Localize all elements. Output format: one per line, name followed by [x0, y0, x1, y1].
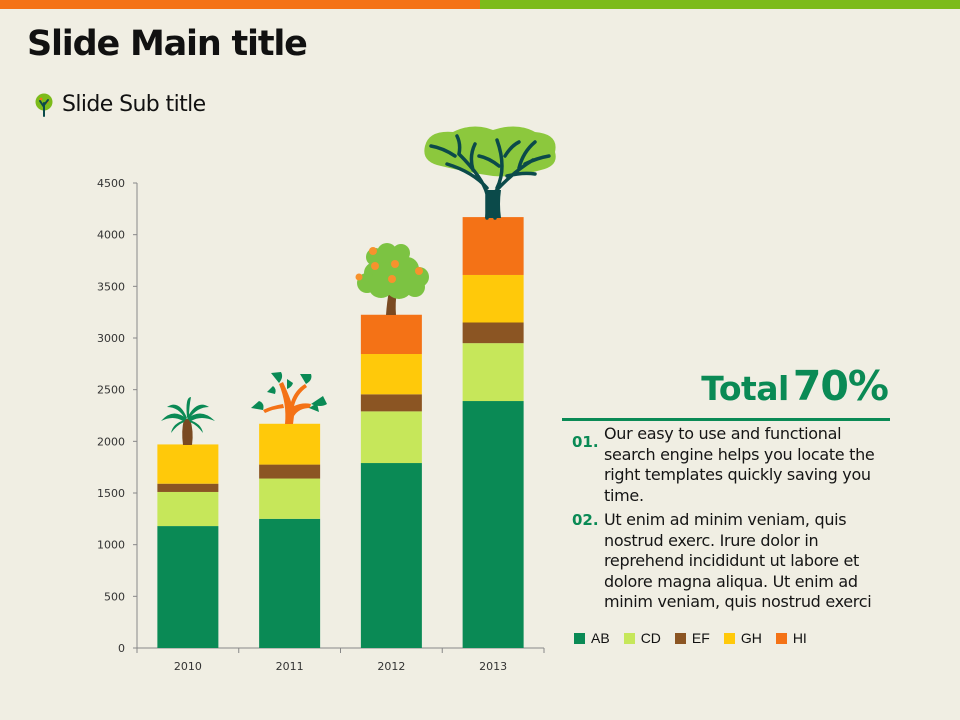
x-tick-label: 2013 — [479, 660, 507, 673]
bar-segment-ab-2011 — [259, 518, 321, 648]
slide-subtitle: Slide Sub title — [62, 92, 206, 117]
y-tick-label: 500 — [104, 590, 125, 603]
bar-segment-gh-2012 — [360, 354, 422, 395]
slide-subtitle-row: Slide Sub title — [34, 92, 206, 117]
y-tick-label: 4000 — [97, 229, 125, 242]
total-summary: Total 70% — [701, 362, 889, 410]
palm-tree-icon — [161, 397, 215, 445]
bar-segment-ef-2010 — [157, 483, 219, 492]
bar-segment-cd-2010 — [157, 491, 219, 527]
y-tick-label: 1000 — [97, 539, 125, 552]
y-tick-label: 1500 — [97, 487, 125, 500]
tree-icon — [35, 93, 53, 117]
legend-swatch — [574, 632, 585, 644]
bar-segment-hi-2012 — [360, 314, 422, 355]
y-tick-label: 0 — [118, 642, 125, 655]
bar-segment-ef-2013 — [462, 322, 524, 344]
x-tick-label: 2011 — [276, 660, 304, 673]
summary-divider — [562, 418, 890, 421]
legend-swatch — [775, 632, 787, 644]
bar-segment-ab-2012 — [360, 463, 422, 648]
point-number: 02. — [572, 511, 599, 529]
legend-label: EF — [691, 630, 710, 646]
total-label: Total — [701, 369, 789, 408]
legend-label: HI — [792, 630, 807, 646]
fruit-tree-icon — [355, 243, 429, 315]
legend-label: CD — [640, 630, 661, 646]
y-tick-label: 2500 — [97, 384, 125, 397]
point-text: Our easy to use and functional search en… — [604, 424, 875, 505]
legend-label: GH — [740, 630, 762, 646]
y-tick-label: 4500 — [97, 177, 125, 190]
legend-swatch — [674, 632, 686, 644]
y-tick-label: 3500 — [97, 280, 125, 293]
chart-legend: AB CD EF GH HI — [574, 630, 821, 646]
bar-segment-cd-2012 — [360, 411, 422, 464]
legend-item-hi: HI — [775, 630, 807, 646]
legend-item-ef: EF — [674, 630, 710, 646]
top-stripe-green — [480, 0, 960, 9]
bar-segment-cd-2011 — [259, 478, 321, 519]
x-tick-label: 2012 — [377, 660, 405, 673]
bar-segment-ef-2012 — [360, 394, 422, 412]
legend-swatch — [623, 632, 635, 644]
x-tick-label: 2010 — [174, 660, 202, 673]
legend-item-gh: GH — [723, 630, 762, 646]
bar-segment-ab-2010 — [157, 526, 219, 648]
slide-main-title: Slide Main title — [27, 24, 308, 64]
y-tick-label: 3000 — [97, 332, 125, 345]
total-value: 70% — [792, 362, 889, 410]
bar-segment-cd-2013 — [462, 343, 524, 402]
bar-segment-ef-2011 — [259, 464, 321, 479]
summary-point-1: 01. Our easy to use and functional searc… — [572, 424, 892, 506]
legend-swatch — [723, 632, 735, 644]
point-number: 01. — [572, 433, 599, 451]
y-tick-label: 2000 — [97, 435, 125, 448]
bar-segment-ab-2013 — [462, 401, 524, 648]
leafy-sapling-icon — [251, 372, 327, 424]
point-text: Ut enim ad minim veniam, quis nostrud ex… — [604, 510, 872, 611]
chart-bars — [157, 217, 524, 648]
top-stripe-orange — [0, 0, 480, 9]
legend-label: AB — [591, 630, 610, 646]
bar-segment-gh-2010 — [157, 444, 219, 484]
bar-segment-hi-2013 — [462, 217, 524, 275]
chart-decorations — [161, 126, 556, 445]
legend-item-cd: CD — [623, 630, 661, 646]
legend-item-ab: AB — [574, 630, 610, 646]
summary-point-2: 02. Ut enim ad minim veniam, quis nostru… — [572, 510, 892, 613]
bar-segment-gh-2013 — [462, 274, 524, 323]
large-tree-icon — [424, 126, 556, 220]
bar-segment-gh-2011 — [259, 423, 321, 465]
